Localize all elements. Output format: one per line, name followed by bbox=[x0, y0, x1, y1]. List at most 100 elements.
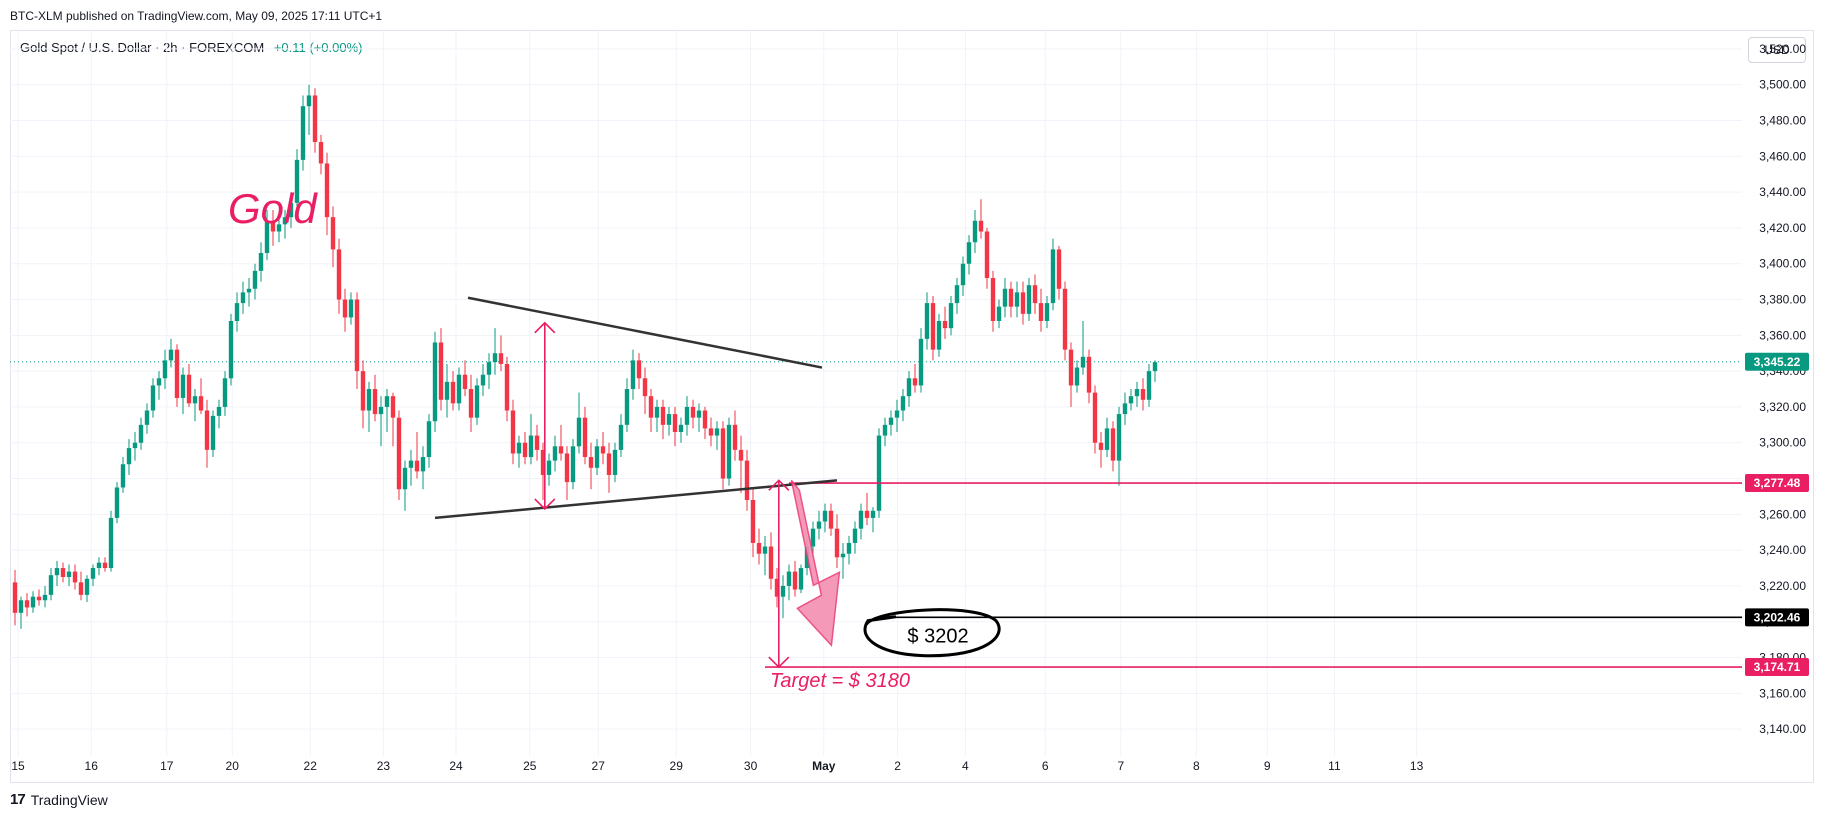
candle bbox=[474, 378, 480, 425]
candle bbox=[222, 371, 228, 416]
candle bbox=[426, 414, 432, 468]
candle bbox=[120, 457, 126, 493]
candle-body bbox=[1122, 403, 1128, 415]
candle-body bbox=[1014, 292, 1020, 307]
candle-body bbox=[558, 446, 564, 454]
candle-body bbox=[42, 594, 48, 601]
candle bbox=[912, 363, 918, 393]
candle bbox=[78, 571, 84, 601]
candle bbox=[108, 510, 114, 572]
candle bbox=[510, 399, 516, 465]
candle-body bbox=[108, 517, 114, 569]
candle bbox=[546, 453, 552, 486]
candle-body bbox=[468, 389, 474, 418]
candle bbox=[300, 95, 306, 171]
candle bbox=[1128, 389, 1134, 411]
candle-body bbox=[906, 378, 912, 397]
candle-body bbox=[126, 448, 132, 465]
candle-body bbox=[954, 285, 960, 304]
candle bbox=[792, 560, 798, 597]
candle-body bbox=[486, 362, 492, 375]
candle-body bbox=[504, 363, 510, 411]
candle bbox=[138, 417, 144, 450]
candle-body bbox=[546, 460, 552, 475]
price-change: +0.11 (+0.00%) bbox=[273, 40, 363, 55]
candle bbox=[270, 210, 276, 246]
candle-body bbox=[270, 220, 276, 232]
candle-body bbox=[738, 449, 744, 461]
time-tick-label: 6 bbox=[1042, 759, 1049, 773]
candle bbox=[1098, 431, 1104, 468]
candle-body bbox=[852, 528, 858, 543]
candle-body bbox=[654, 406, 660, 418]
candle bbox=[354, 292, 360, 390]
candle-body bbox=[948, 303, 954, 329]
candle-body bbox=[348, 299, 354, 318]
level-badge: 3,174.71 bbox=[1745, 658, 1809, 677]
overlays-layer: $ 3202 Target = $ 3180 Gold bbox=[228, 185, 1742, 692]
candle bbox=[216, 399, 222, 429]
candle bbox=[450, 371, 456, 411]
candle-body bbox=[786, 571, 792, 586]
symbol-legend[interactable]: Gold Spot / U.S. Dollar · 2h · FOREXCOM … bbox=[20, 40, 362, 55]
candle bbox=[702, 406, 708, 440]
candle-body bbox=[12, 582, 18, 613]
candle-body bbox=[588, 457, 594, 468]
candle bbox=[288, 192, 294, 228]
candle bbox=[720, 421, 726, 490]
candle-body bbox=[990, 278, 996, 321]
candle-body bbox=[1128, 396, 1134, 404]
candle bbox=[1050, 238, 1056, 311]
candle bbox=[960, 256, 966, 296]
candle-body bbox=[918, 338, 924, 386]
candle bbox=[594, 439, 600, 475]
candle-body bbox=[912, 378, 918, 386]
candle-body bbox=[642, 378, 648, 397]
candle-body bbox=[168, 349, 174, 361]
candle bbox=[36, 589, 42, 606]
candle-body bbox=[264, 220, 270, 253]
candle-body bbox=[72, 571, 78, 583]
candle-body bbox=[306, 95, 312, 107]
candle bbox=[198, 378, 204, 415]
candle-body bbox=[876, 435, 882, 511]
tradingview-logo[interactable]: 17 TradingView bbox=[10, 791, 108, 808]
candle bbox=[570, 439, 576, 490]
price-tick-label: 3,260.00 bbox=[1759, 507, 1806, 521]
candle-body bbox=[204, 410, 210, 450]
candle bbox=[444, 363, 450, 418]
candle bbox=[1134, 381, 1140, 407]
candle-body bbox=[366, 389, 372, 411]
candle bbox=[1002, 278, 1008, 318]
candle bbox=[738, 435, 744, 493]
candle bbox=[102, 557, 108, 572]
candle-body bbox=[300, 106, 306, 160]
candle-body bbox=[474, 385, 480, 418]
candle-body bbox=[180, 374, 186, 398]
candle bbox=[144, 403, 150, 434]
last-price-badge-bg bbox=[1745, 352, 1809, 371]
candle bbox=[774, 568, 780, 608]
candle bbox=[192, 389, 198, 422]
candle bbox=[516, 435, 522, 468]
target-label: Target = $ 3180 bbox=[770, 670, 910, 692]
candle bbox=[894, 399, 900, 432]
candle-body bbox=[144, 410, 150, 425]
candle bbox=[732, 410, 738, 461]
level-badge-text: 3,277.48 bbox=[1754, 476, 1801, 490]
candle-body bbox=[186, 374, 192, 404]
candle bbox=[186, 363, 192, 407]
candle-body bbox=[360, 371, 366, 411]
candle bbox=[1008, 281, 1014, 318]
candle-body bbox=[1098, 442, 1104, 450]
candle-body bbox=[1086, 356, 1092, 393]
candle bbox=[906, 371, 912, 407]
candle-body bbox=[444, 381, 450, 400]
candle-body bbox=[624, 389, 630, 425]
currency-button[interactable]: USD bbox=[1748, 37, 1806, 63]
time-tick-label: 17 bbox=[160, 759, 174, 773]
candle bbox=[762, 535, 768, 576]
candle bbox=[18, 596, 24, 629]
candle-body bbox=[894, 410, 900, 418]
